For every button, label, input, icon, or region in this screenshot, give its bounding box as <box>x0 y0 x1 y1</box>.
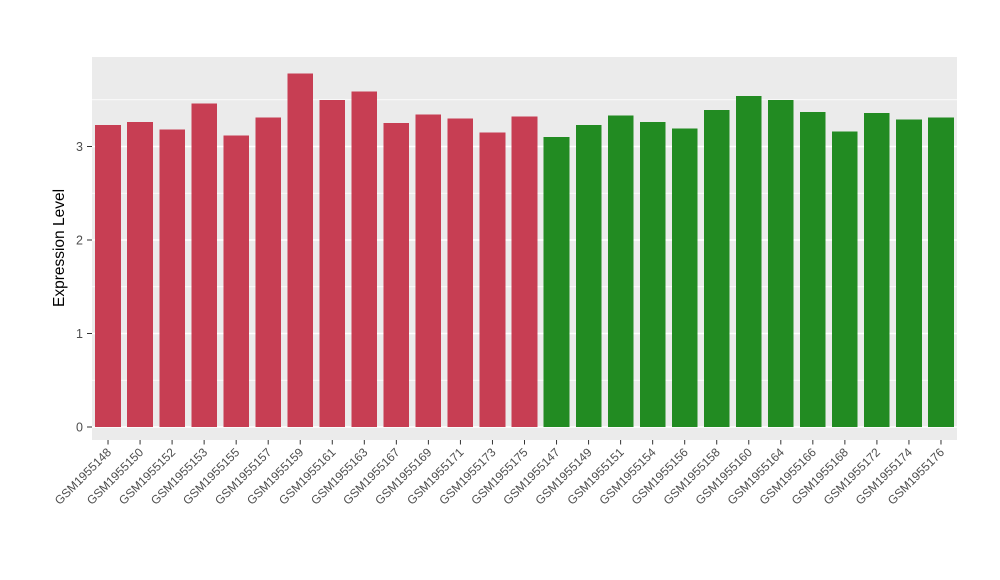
bar-GSM1955150 <box>127 122 153 427</box>
y-tick-label: 2 <box>76 234 83 248</box>
y-tick-label: 1 <box>76 327 83 341</box>
bar-GSM1955158 <box>703 110 730 427</box>
bar-GSM1955176 <box>928 117 954 427</box>
bar-GSM1955156 <box>671 128 698 428</box>
bar-GSM1955168 <box>832 131 858 428</box>
bar-GSM1955167 <box>383 123 410 428</box>
bar-GSM1955154 <box>639 122 666 427</box>
bar-GSM1955163 <box>351 91 378 427</box>
bar-GSM1955157 <box>255 117 282 427</box>
y-axis-title: Expression Level <box>51 189 68 307</box>
bar-GSM1955175 <box>511 116 538 427</box>
y-tick-label: 0 <box>76 421 83 435</box>
bar-GSM1955151 <box>607 115 634 427</box>
bar-GSM1955173 <box>479 132 506 428</box>
bar-GSM1955172 <box>864 112 890 427</box>
bar-GSM1955174 <box>896 119 922 427</box>
y-tick-label: 3 <box>76 140 83 154</box>
bar-GSM1955153 <box>191 103 217 428</box>
bar-GSM1955147 <box>543 137 570 427</box>
bar-GSM1955155 <box>223 135 249 427</box>
bar-GSM1955169 <box>415 114 442 428</box>
bar-GSM1955164 <box>767 99 794 427</box>
bar-GSM1955160 <box>735 96 762 427</box>
bar-GSM1955166 <box>800 111 826 428</box>
bar-GSM1955161 <box>319 99 346 427</box>
bar-GSM1955148 <box>95 125 121 427</box>
bar-GSM1955149 <box>575 125 602 427</box>
bar-GSM1955152 <box>159 129 185 428</box>
bar-GSM1955171 <box>447 118 474 427</box>
bar-GSM1955159 <box>287 73 314 427</box>
